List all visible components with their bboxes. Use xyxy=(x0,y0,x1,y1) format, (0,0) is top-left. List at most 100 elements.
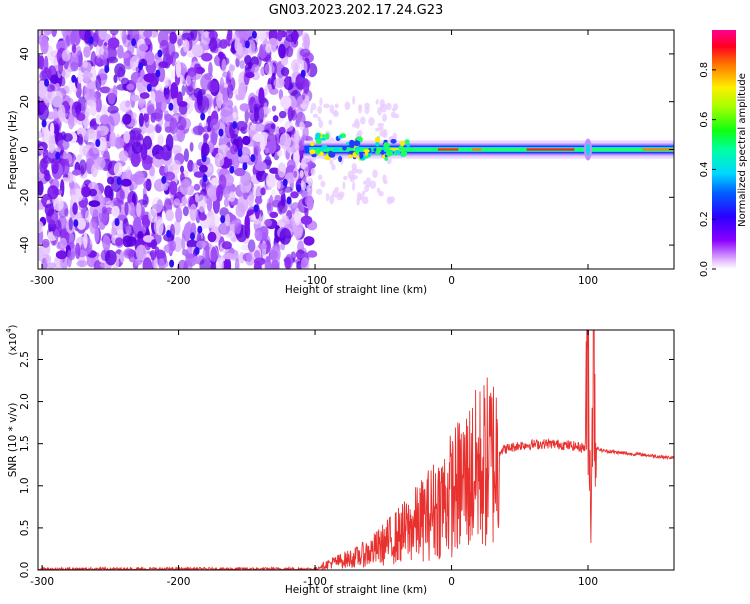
signal-blob xyxy=(400,140,405,147)
noise-blob xyxy=(41,238,50,248)
haze-blob xyxy=(379,130,386,137)
y-tick-label: 1.5 xyxy=(19,435,31,452)
noise-blob xyxy=(175,207,183,223)
noise-blob xyxy=(121,30,127,44)
noise-blob xyxy=(170,159,181,170)
noise-blob xyxy=(123,130,131,144)
noise-blob xyxy=(142,257,153,269)
noise-blob xyxy=(158,258,165,269)
snr-y-ticks: 0.0 0.5 1.0 1.5 2.0 2.5 xyxy=(19,351,674,578)
noise-blob xyxy=(272,115,279,123)
noise-blob xyxy=(279,132,291,150)
noise-blob xyxy=(38,220,44,234)
noise-blob xyxy=(201,154,207,163)
noise-blob xyxy=(53,123,60,136)
signal-blob xyxy=(320,137,327,141)
noise-blob xyxy=(238,82,247,101)
noise-blob xyxy=(228,63,234,80)
spectrogram-x-axis-label: Height of straight line (km) xyxy=(285,284,427,296)
noise-blob xyxy=(177,259,189,269)
noise-blob xyxy=(156,218,164,236)
noise-blob xyxy=(281,215,289,222)
noise-blob xyxy=(44,78,50,87)
noise-blob xyxy=(143,73,156,83)
noise-blob xyxy=(287,82,299,96)
noise-blob xyxy=(227,83,234,99)
noise-blob xyxy=(240,244,250,251)
noise-blob xyxy=(63,158,70,167)
noise-blob xyxy=(185,253,197,267)
noise-blob xyxy=(82,71,93,80)
noise-blob xyxy=(210,177,219,186)
noise-blob xyxy=(75,242,81,260)
x-tick-label: 0 xyxy=(448,275,455,287)
colorbar-ticks: 0.0 0.2 0.4 0.6 0.8 xyxy=(699,62,716,277)
noise-blob xyxy=(209,118,220,132)
noise-blob xyxy=(95,75,102,91)
noise-blob xyxy=(181,233,186,252)
noise-blob xyxy=(235,57,240,68)
signal-blob xyxy=(404,139,410,145)
signal-blob xyxy=(315,138,322,145)
signal-blob xyxy=(390,139,397,144)
noise-blob xyxy=(38,54,43,69)
haze-blob xyxy=(306,185,310,192)
noise-blob xyxy=(159,165,166,176)
noise-blob xyxy=(138,44,149,52)
signal-blob xyxy=(376,146,382,154)
haze-blob xyxy=(301,103,308,110)
haze-blob xyxy=(385,102,392,111)
noise-blob xyxy=(76,217,86,230)
noise-blob xyxy=(293,170,298,178)
noise-blob xyxy=(83,46,91,58)
noise-blob xyxy=(130,151,141,167)
noise-blob xyxy=(95,113,101,125)
noise-blob xyxy=(175,59,182,78)
haze-blob xyxy=(352,181,356,191)
noise-blob xyxy=(290,191,299,199)
noise-blob xyxy=(122,235,133,248)
noise-blob xyxy=(57,139,70,151)
y-tick-label: 40 xyxy=(19,47,31,60)
colorbar-tick-label: 0.8 xyxy=(699,62,710,78)
signal-blob xyxy=(394,149,401,155)
noise-blob xyxy=(234,30,244,39)
noise-blob xyxy=(61,49,71,62)
noise-blob xyxy=(38,180,44,196)
signal-hotspot xyxy=(472,148,482,151)
noise-blob xyxy=(88,200,101,208)
noise-blob xyxy=(234,38,240,52)
noise-blob xyxy=(43,127,50,144)
noise-blob xyxy=(90,66,97,82)
snr-x-ticks: -300 -200 -100 0 100 xyxy=(30,330,598,588)
noise-blob xyxy=(280,67,290,77)
noise-blob xyxy=(232,152,240,170)
haze-blob xyxy=(304,95,310,102)
haze-blob xyxy=(352,95,356,105)
noise-blob xyxy=(143,235,155,243)
noise-blob xyxy=(306,195,314,211)
noise-blob xyxy=(173,198,181,206)
noise-blob xyxy=(230,145,238,155)
noise-blob xyxy=(55,151,61,160)
signal-blob xyxy=(353,140,361,147)
haze-blob xyxy=(382,113,387,122)
noise-blob xyxy=(169,181,178,196)
haze-blob xyxy=(361,196,369,205)
noise-blob xyxy=(234,258,240,269)
noise-blob xyxy=(242,135,251,146)
noise-blob xyxy=(261,240,267,258)
noise-blob xyxy=(271,105,277,112)
noise-blob xyxy=(77,154,82,161)
noise-blob xyxy=(81,186,92,198)
noise-blob xyxy=(203,133,209,141)
haze-blob xyxy=(317,116,321,122)
noise-blob xyxy=(152,90,165,103)
spectrogram-y-axis-label: Frequency (Hz) xyxy=(7,110,19,189)
noise-blob xyxy=(131,38,137,47)
signal-blob xyxy=(365,155,369,159)
noise-blob xyxy=(171,144,182,155)
noise-blob xyxy=(209,214,220,227)
x-tick-label: -100 xyxy=(303,275,327,287)
noise-blob xyxy=(202,126,211,133)
